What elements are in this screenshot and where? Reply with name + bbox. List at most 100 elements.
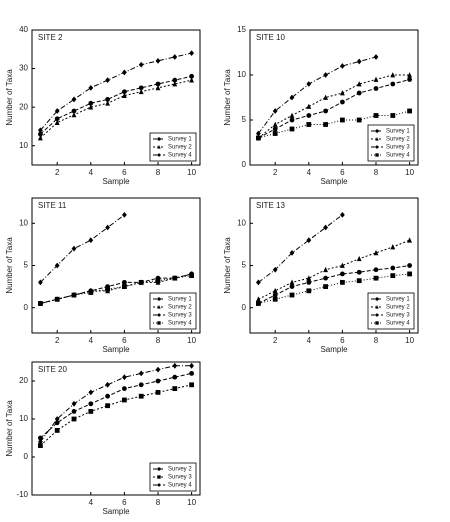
marker [272, 292, 278, 298]
y-tick-label: 10 [19, 141, 28, 150]
x-tick-label: 4 [307, 168, 312, 177]
series-line [40, 214, 125, 283]
marker [375, 129, 379, 133]
marker [306, 279, 312, 285]
marker [356, 255, 362, 262]
marker [172, 386, 178, 391]
legend-label: Survey 3 [168, 313, 192, 319]
marker [71, 96, 77, 103]
x-axis-label: Sample [102, 177, 130, 186]
marker [105, 393, 110, 399]
marker [138, 61, 144, 68]
marker [407, 77, 412, 82]
marker [88, 290, 94, 295]
x-tick-label: 2 [55, 168, 60, 177]
y-tick-label: 20 [19, 376, 28, 385]
marker [122, 89, 127, 95]
x-axis-label: Sample [320, 345, 348, 354]
x-tick-label: 10 [187, 336, 196, 345]
marker [289, 94, 295, 101]
marker [155, 366, 161, 373]
marker [323, 108, 328, 114]
marker [189, 273, 194, 279]
marker [105, 97, 110, 102]
marker [155, 81, 161, 87]
legend-label: Survey 1 [168, 137, 192, 143]
marker [340, 279, 345, 285]
series-line [258, 265, 410, 304]
marker [122, 69, 127, 76]
marker [54, 116, 60, 122]
series-line [40, 372, 192, 439]
marker [88, 100, 94, 106]
marker [375, 321, 379, 325]
marker [375, 144, 379, 150]
series-line [40, 273, 192, 304]
marker [38, 279, 43, 286]
marker [289, 117, 295, 123]
marker [122, 284, 127, 289]
y-axis-label: Number of Taxa [223, 237, 232, 294]
y-axis-label: Number of Taxa [5, 400, 14, 457]
marker [407, 271, 412, 277]
marker [157, 137, 161, 141]
series-line [39, 365, 192, 443]
marker [375, 153, 379, 157]
marker [272, 108, 278, 114]
marker [38, 438, 43, 445]
marker [122, 386, 127, 391]
marker [375, 297, 379, 301]
marker [373, 249, 379, 256]
y-tick-label: 10 [19, 414, 28, 423]
marker [155, 278, 161, 284]
x-tick-label: 4 [89, 168, 94, 177]
marker [157, 152, 161, 158]
marker [88, 401, 94, 407]
panel: SITE 13 Sample Number of Taxa 2 4 6 8 10 0 5 10 Sur… [223, 197, 419, 354]
x-tick-label: 4 [89, 336, 94, 345]
marker [407, 237, 412, 243]
marker [138, 88, 144, 95]
x-axis-label: Sample [102, 507, 130, 516]
marker [172, 77, 178, 83]
x-tick-label: 8 [374, 336, 379, 345]
panel: SITE 10 Sample Number of Taxa 2 4 6 8 10 0 5 10 15 S… [223, 25, 419, 186]
marker [356, 58, 362, 65]
marker [54, 420, 60, 426]
marker [256, 296, 261, 302]
y-axis-label: Number of Taxa [5, 237, 14, 294]
y-tick-label: 5 [24, 261, 29, 270]
series-line [40, 79, 192, 139]
marker [71, 292, 77, 298]
y-tick-label: 0 [242, 160, 247, 169]
marker [407, 72, 412, 78]
y-tick-label: 0 [242, 303, 247, 312]
x-tick-label: 2 [273, 336, 278, 345]
legend-label: Survey 1 [386, 129, 410, 135]
plot-frame [249, 29, 419, 166]
y-tick-label: 15 [237, 25, 246, 34]
marker [172, 54, 178, 60]
marker [172, 275, 178, 281]
marker [306, 275, 312, 281]
legend-label: Survey 1 [168, 297, 192, 303]
marker [71, 400, 77, 407]
x-tick-label: 10 [187, 498, 196, 507]
marker [340, 63, 345, 69]
marker [390, 273, 396, 279]
marker [289, 279, 295, 285]
y-tick-label: 10 [237, 70, 246, 79]
legend-label: Survey 3 [386, 145, 410, 151]
marker [272, 287, 278, 294]
legend-box [149, 132, 197, 162]
x-tick-label: 6 [340, 336, 345, 345]
marker [373, 76, 379, 82]
marker [38, 131, 43, 137]
marker [122, 279, 127, 285]
marker [373, 54, 379, 60]
panel: SITE 2 Sample Number of Taxa 2 4 6 8 10 10 20 30 40… [5, 25, 201, 186]
x-axis-label: Sample [102, 345, 130, 354]
marker [323, 275, 328, 281]
marker [289, 112, 295, 118]
